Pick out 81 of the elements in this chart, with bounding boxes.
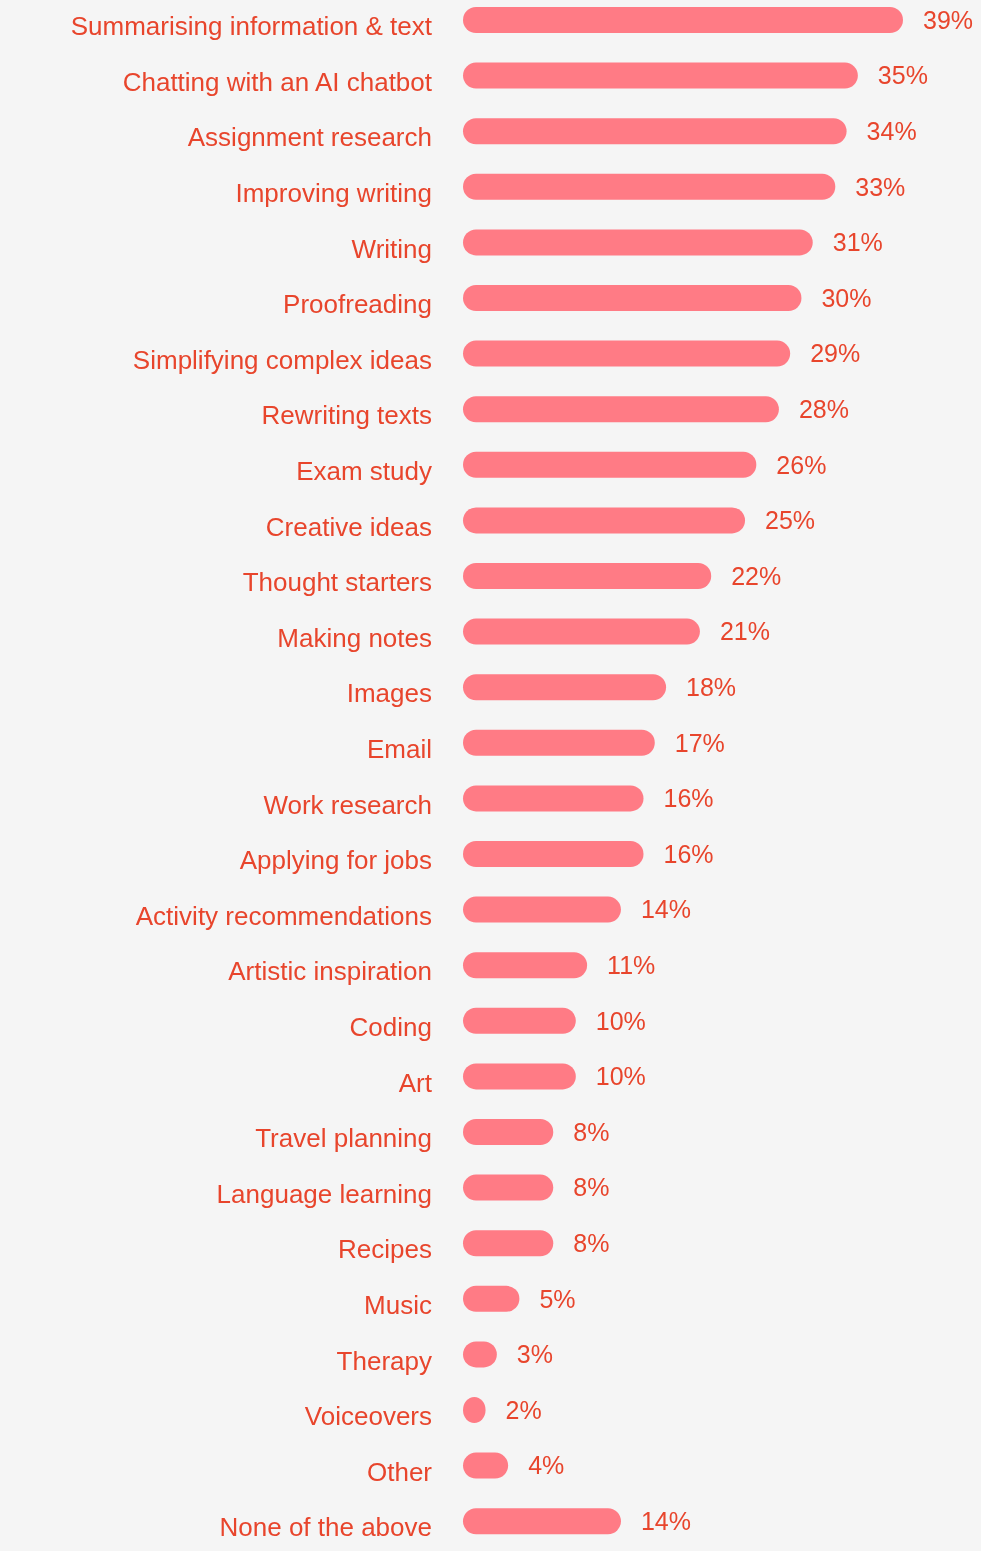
data-label: 29% [810, 339, 861, 368]
bar [463, 118, 847, 145]
data-label: 8% [573, 1228, 610, 1257]
bar [463, 896, 621, 923]
y-tick-label: Improving writing [235, 177, 432, 208]
data-label: 11% [607, 950, 656, 979]
y-tick-label: Artistic inspiration [228, 956, 432, 987]
data-label: 8% [573, 1117, 610, 1146]
data-label: 14% [640, 1506, 691, 1535]
bar [463, 285, 802, 311]
y-tick-label: Rewriting texts [261, 400, 432, 431]
data-label: 3% [516, 1340, 553, 1369]
bar [463, 340, 791, 367]
bar [463, 674, 667, 701]
data-label: 21% [719, 617, 770, 646]
y-tick-label: Recipes [338, 1234, 432, 1265]
y-tick-label: Travel planning [255, 1123, 432, 1154]
y-tick-label: Exam study [296, 455, 432, 486]
data-label: 17% [674, 728, 725, 757]
data-label: 30% [821, 283, 872, 312]
bar [463, 841, 644, 867]
y-tick-label: Therapy [336, 1345, 432, 1376]
data-label: 8% [573, 1173, 610, 1202]
data-label: 10% [595, 1006, 646, 1035]
bar [463, 1119, 554, 1145]
bar [463, 563, 712, 589]
bar [463, 1174, 554, 1201]
bar [463, 1007, 576, 1034]
y-tick-label: Other [366, 1456, 433, 1487]
bar [463, 507, 746, 534]
data-label: 26% [776, 450, 827, 479]
data-label: 16% [663, 784, 714, 813]
data-label: 14% [640, 895, 691, 924]
data-label: 31% [832, 228, 883, 257]
y-tick-label: Coding [349, 1011, 432, 1042]
y-tick-label: Making notes [277, 622, 432, 653]
bar [463, 729, 655, 756]
y-tick-label: Creative ideas [265, 511, 432, 542]
bar [463, 396, 779, 423]
data-label: 39% [923, 5, 974, 34]
y-tick-label: None of the above [219, 1512, 432, 1543]
y-tick-label: Music [364, 1289, 432, 1320]
data-label: 22% [731, 561, 782, 590]
data-label: 28% [798, 394, 849, 423]
bar [463, 952, 588, 979]
data-label: 10% [595, 1062, 646, 1091]
y-tick-label: Activity recommendations [135, 900, 432, 931]
data-label: 2% [505, 1395, 542, 1424]
y-tick-label: Chatting with an AI chatbot [122, 66, 433, 97]
y-tick-label: Writing [351, 233, 432, 264]
bar [463, 1063, 576, 1090]
y-tick-label: Summarising information & text [70, 11, 433, 42]
bar [463, 7, 903, 33]
data-label: 34% [866, 116, 917, 145]
data-label: 5% [539, 1284, 576, 1313]
data-label: 18% [686, 672, 737, 701]
y-tick-label: Art [398, 1067, 433, 1098]
y-tick-label: Voiceovers [304, 1401, 432, 1432]
data-label: 35% [877, 61, 928, 90]
y-tick-label: Email [366, 733, 432, 764]
data-label: 4% [528, 1451, 565, 1480]
data-label: 16% [663, 839, 714, 868]
y-tick-label: Thought starters [242, 567, 432, 598]
bar [463, 451, 757, 478]
y-tick-label: Assignment research [187, 122, 432, 153]
bar [463, 173, 836, 200]
bar [463, 1285, 520, 1312]
y-tick-label: Images [346, 678, 432, 709]
bar [463, 229, 813, 256]
y-tick-label: Proofreading [283, 289, 432, 320]
data-label: 25% [765, 506, 816, 535]
data-label: 33% [855, 172, 906, 201]
y-tick-label: Language learning [216, 1178, 432, 1209]
bar [463, 1230, 554, 1257]
bar [463, 1508, 621, 1535]
bar [463, 785, 644, 812]
bar [463, 62, 858, 89]
y-tick-label: Work research [263, 789, 432, 820]
bar [463, 618, 700, 645]
y-tick-label: Simplifying complex ideas [132, 344, 432, 375]
y-tick-label: Applying for jobs [239, 845, 432, 876]
